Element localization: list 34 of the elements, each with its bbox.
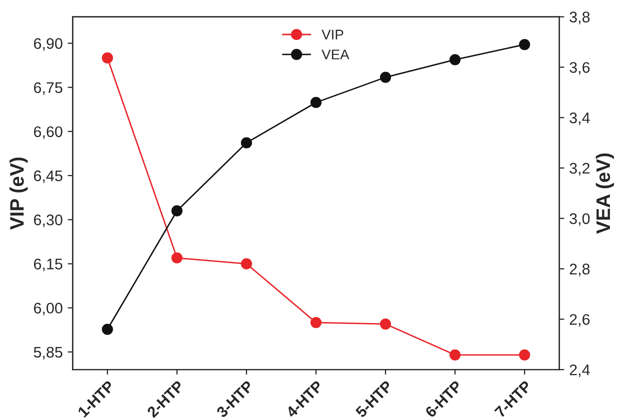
point — [310, 317, 322, 328]
y-tick-label: 5,85 — [34, 346, 62, 360]
y2-tick-label: 3,8 — [570, 12, 590, 24]
y-tick-label: 6,75 — [34, 82, 62, 95]
y2-tick-label: 3,0 — [570, 213, 590, 226]
y2-tick-label: 3,2 — [570, 162, 590, 176]
y-axis-title: VIP (eV) — [10, 158, 28, 230]
y2-tick-label: 3,4 — [570, 112, 590, 126]
y2-tick-label: 2,4 — [570, 364, 590, 378]
y-tick-label: 6,15 — [34, 258, 62, 272]
point — [240, 258, 252, 270]
y-tick-label: 6,90 — [34, 38, 62, 51]
point — [171, 205, 183, 216]
y2-tick-label: 2,6 — [570, 314, 590, 327]
point — [102, 52, 113, 64]
point — [449, 54, 461, 66]
y2-axis-title: VEA (eV) — [596, 153, 614, 234]
y2-tick-label: 3,6 — [570, 62, 590, 75]
point — [380, 72, 392, 83]
point — [519, 38, 530, 50]
y2-tick-label: 2,8 — [570, 264, 590, 276]
point — [519, 349, 530, 360]
point — [171, 252, 183, 264]
point — [449, 349, 461, 360]
point — [310, 96, 322, 108]
point — [240, 137, 252, 148]
y-tick-label: 6,30 — [34, 214, 62, 228]
y-tick-label: 6,00 — [34, 302, 62, 316]
legend-label: VIP — [322, 30, 344, 40]
legend-label: VEA — [322, 50, 350, 60]
point — [380, 318, 392, 330]
point — [102, 324, 113, 335]
y-tick-label: 6,60 — [34, 126, 62, 139]
y-tick-label: 6,45 — [34, 170, 62, 184]
